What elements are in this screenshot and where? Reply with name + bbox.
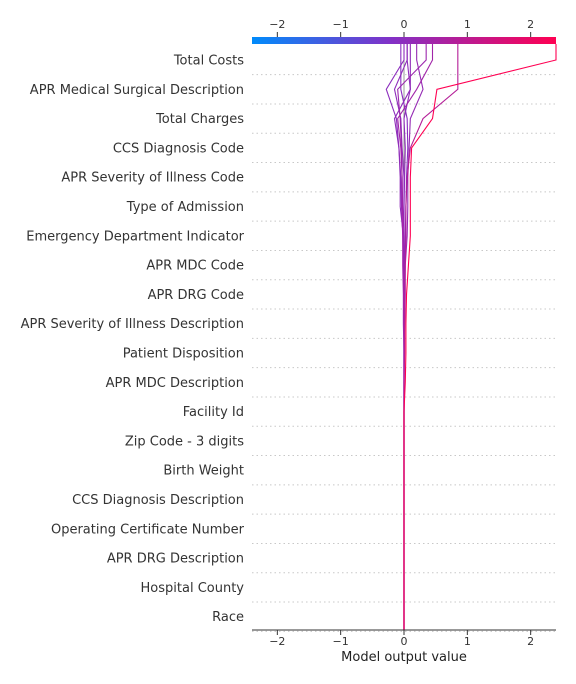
feature-label: CCS Diagnosis Description [72, 493, 244, 508]
top-tick-label: 1 [464, 18, 471, 31]
feature-label: APR Severity of Illness Code [61, 171, 244, 186]
feature-label: Hospital County [141, 581, 245, 596]
feature-label: CCS Diagnosis Code [113, 141, 244, 156]
bottom-axis: −2 −1 0 1 2 [252, 629, 556, 648]
colorbar [252, 37, 556, 44]
bottom-tick-label: −2 [269, 635, 285, 648]
decision-line [403, 44, 459, 630]
top-axis: −2 −1 0 1 2 [269, 18, 534, 37]
decision-line [397, 44, 434, 630]
x-axis-label: Model output value [341, 650, 467, 665]
decision-line [403, 44, 557, 630]
bottom-tick-label: 2 [527, 635, 534, 648]
top-tick-label: 0 [401, 18, 408, 31]
grid-lines [252, 74, 556, 632]
bottom-tick-label: 1 [464, 635, 471, 648]
feature-label: Zip Code - 3 digits [125, 434, 244, 449]
feature-label: Operating Certificate Number [51, 522, 245, 537]
top-tick-label: 2 [527, 18, 534, 31]
feature-label: Total Charges [155, 112, 244, 127]
feature-label: Patient Disposition [123, 347, 244, 362]
bottom-tick-label: 0 [401, 635, 408, 648]
feature-label: Race [212, 610, 244, 625]
feature-label: Birth Weight [163, 464, 244, 479]
feature-label: APR Medical Surgical Description [30, 83, 244, 98]
feature-label: APR DRG Code [148, 288, 244, 303]
feature-label: Facility Id [183, 405, 244, 420]
decision-line [403, 44, 424, 630]
feature-label: APR MDC Description [106, 376, 244, 391]
feature-label: Emergency Department Indicator [26, 229, 244, 244]
bottom-tick-label: −1 [333, 635, 349, 648]
decision-lines [385, 44, 557, 630]
feature-label: APR DRG Description [107, 552, 244, 567]
top-tick-label: −2 [269, 18, 285, 31]
feature-label: Total Costs [173, 54, 244, 69]
feature-label: APR MDC Code [146, 259, 244, 274]
top-tick-label: −1 [333, 18, 349, 31]
feature-labels: Race Hospital County APR DRG Description Op… [21, 54, 245, 626]
feature-label: APR Severity of Illness Description [21, 317, 244, 332]
feature-label: Type of Admission [126, 200, 244, 215]
